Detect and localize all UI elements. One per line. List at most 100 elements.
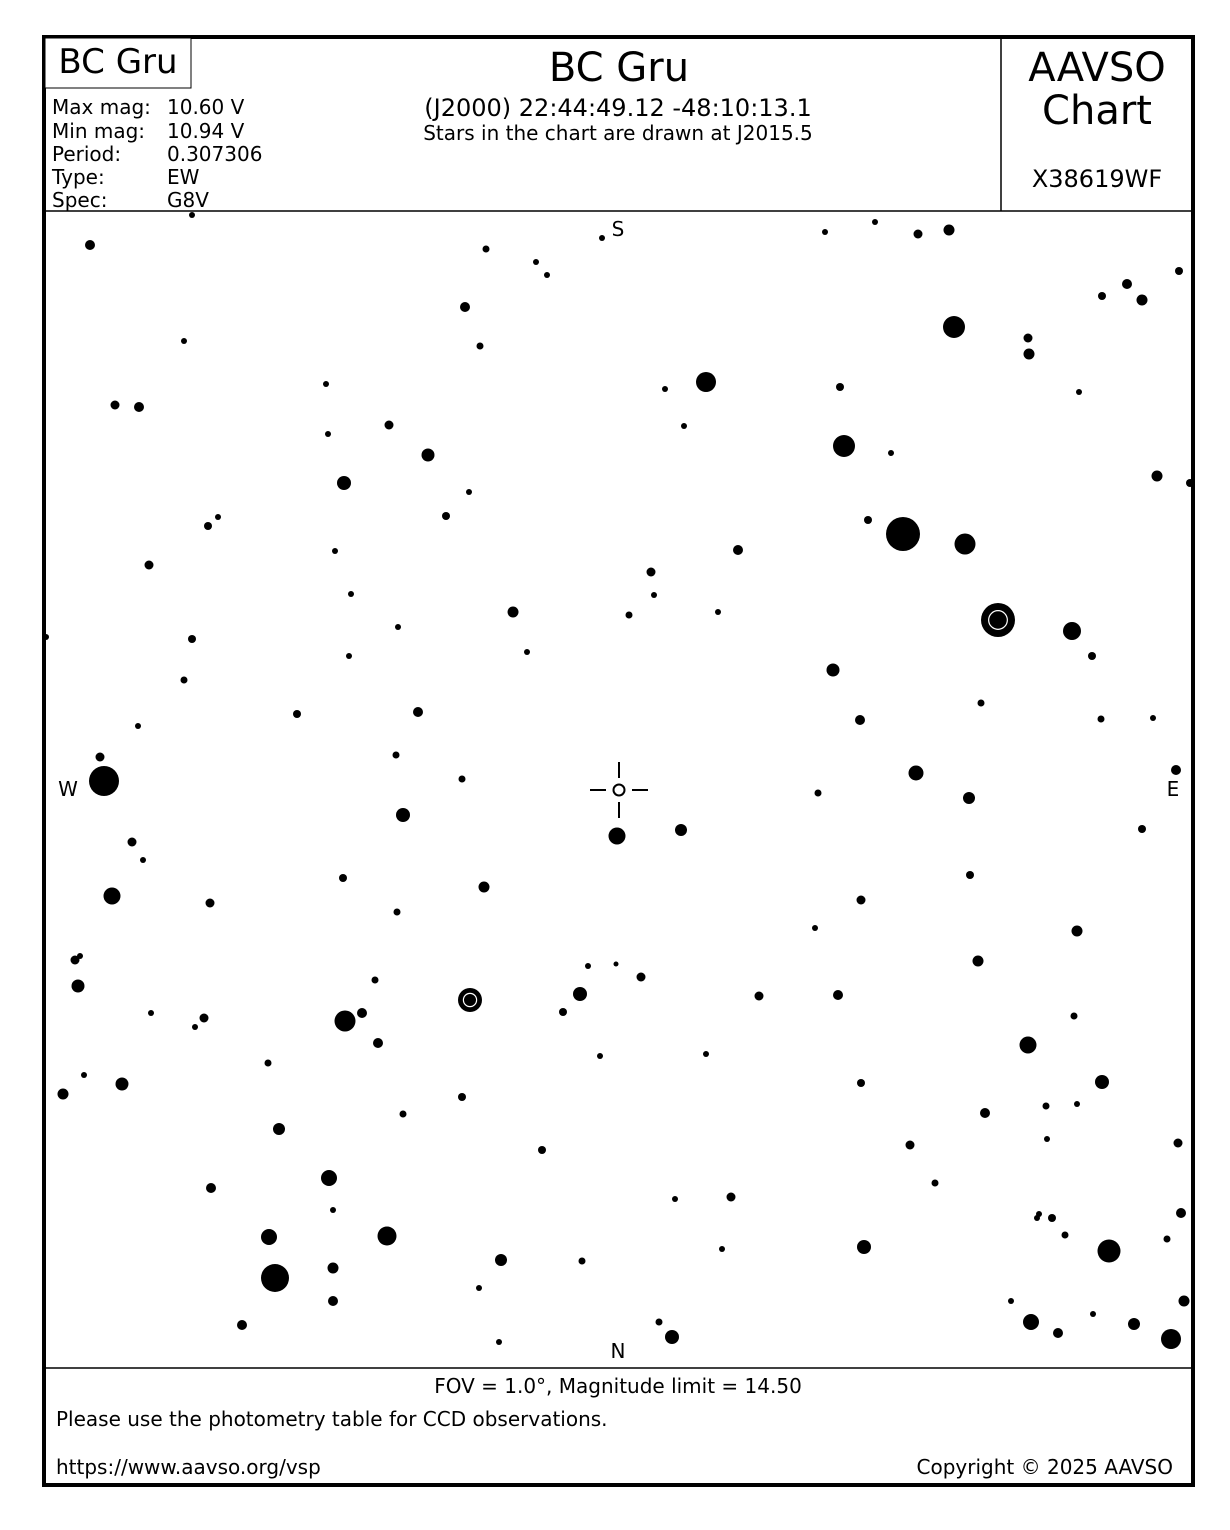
star	[395, 624, 401, 630]
star	[872, 219, 878, 225]
star	[273, 1123, 285, 1135]
star	[1095, 1075, 1109, 1089]
star	[1061, 1231, 1069, 1239]
star	[754, 991, 764, 1001]
star	[148, 1010, 154, 1016]
star	[726, 1192, 736, 1202]
star	[460, 302, 470, 312]
star	[1019, 1036, 1037, 1054]
star	[814, 789, 822, 797]
info-value: 0.307306	[167, 142, 262, 166]
star	[204, 522, 212, 530]
star	[954, 533, 976, 555]
star	[908, 765, 924, 781]
star	[608, 827, 626, 845]
star	[140, 857, 146, 863]
star	[1023, 348, 1035, 360]
star	[396, 808, 410, 822]
star	[476, 342, 484, 350]
star	[81, 1072, 87, 1078]
direction-east: E	[1167, 777, 1180, 801]
star	[103, 887, 121, 905]
star	[215, 514, 221, 520]
star	[675, 824, 687, 836]
star	[966, 871, 974, 879]
star	[1163, 1235, 1171, 1243]
star	[943, 316, 965, 338]
star	[651, 592, 657, 598]
star	[1151, 470, 1163, 482]
star	[458, 1093, 466, 1101]
star	[57, 1088, 69, 1100]
star	[524, 649, 530, 655]
star	[1076, 389, 1082, 395]
star	[95, 752, 105, 762]
star	[585, 963, 591, 969]
star	[496, 1339, 502, 1345]
star	[43, 634, 49, 640]
star	[833, 435, 855, 457]
star	[1173, 1138, 1183, 1148]
star	[672, 1196, 678, 1202]
star	[977, 699, 985, 707]
star	[144, 560, 154, 570]
star	[913, 229, 923, 239]
star	[371, 976, 379, 984]
direction-north: N	[611, 1339, 626, 1363]
info-label: Period:	[52, 142, 121, 166]
star	[856, 895, 866, 905]
star	[1074, 1101, 1080, 1107]
star	[328, 1296, 338, 1306]
star	[1042, 1102, 1050, 1110]
star	[373, 1038, 383, 1048]
star	[544, 272, 550, 278]
star	[476, 1285, 482, 1291]
star	[127, 837, 137, 847]
star	[384, 420, 394, 430]
star	[1175, 267, 1183, 275]
star-info: Max mag: 10.60 V Min mag: 10.94 V Period…	[51, 95, 262, 212]
star	[1088, 652, 1096, 660]
star	[888, 450, 894, 456]
star	[1071, 925, 1083, 937]
star	[442, 512, 450, 520]
star	[482, 245, 490, 253]
star	[1098, 292, 1106, 300]
star	[1122, 279, 1132, 289]
info-value: EW	[167, 165, 200, 189]
star	[330, 1207, 336, 1213]
info-label: Spec:	[52, 188, 107, 212]
star	[332, 548, 338, 554]
epoch-note: Stars in the chart are drawn at J2015.5	[423, 121, 813, 145]
star	[1186, 479, 1194, 487]
star	[1048, 1214, 1056, 1222]
star	[458, 988, 482, 1012]
star	[599, 235, 605, 241]
star	[812, 925, 818, 931]
star	[495, 1254, 507, 1266]
star	[1150, 715, 1156, 721]
star	[1063, 622, 1081, 640]
star	[1090, 1311, 1096, 1317]
star	[1171, 765, 1181, 775]
chart-title: BC Gru	[549, 45, 689, 91]
star	[886, 517, 920, 551]
star	[261, 1264, 289, 1292]
star	[981, 603, 1015, 637]
direction-west: W	[58, 777, 78, 801]
brand-line1: AAVSO	[1028, 45, 1166, 91]
star	[206, 1183, 216, 1193]
star	[855, 715, 865, 725]
star	[181, 338, 187, 344]
star	[339, 874, 347, 882]
star	[1128, 1318, 1140, 1330]
star	[822, 229, 828, 235]
star	[636, 972, 646, 982]
star	[85, 240, 95, 250]
star	[905, 1140, 915, 1150]
star	[1044, 1136, 1050, 1142]
star	[972, 955, 984, 967]
star	[466, 489, 472, 495]
star	[836, 383, 844, 391]
vsp-link[interactable]: https://www.aavso.org/vsp	[56, 1455, 321, 1479]
